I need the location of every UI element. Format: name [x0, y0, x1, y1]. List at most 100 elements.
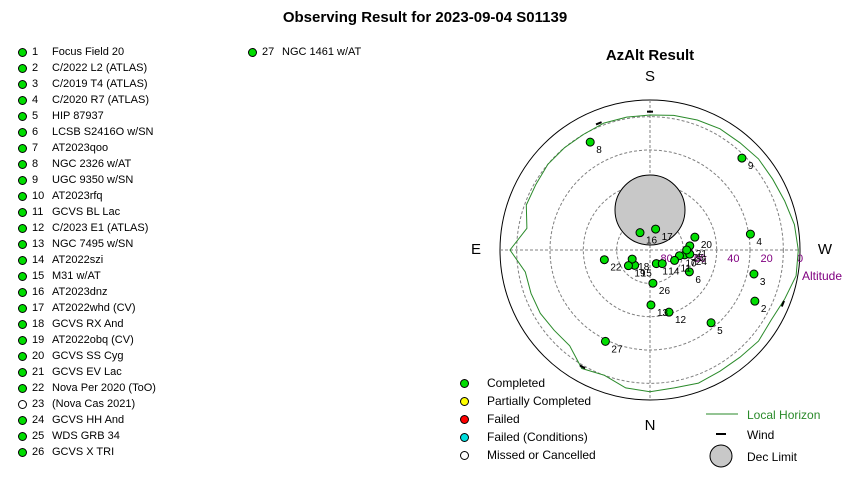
target-number: 1: [32, 46, 39, 58]
target-point: [657, 259, 667, 269]
altitude-tick-label: 0: [797, 253, 803, 265]
target-name: GCVS EV Lac: [52, 366, 122, 378]
wind-marker: [780, 300, 785, 307]
target-name: C/2019 T4 (ATLAS): [52, 78, 148, 90]
compass-east: E: [471, 241, 481, 258]
status-dot: [18, 272, 27, 281]
target-name: (Nova Cas 2021): [52, 398, 136, 410]
wind-marker: [595, 121, 602, 126]
chart-labels: S N E W Altitude: [471, 68, 842, 434]
target-number: 9: [32, 174, 39, 186]
target-number: 21: [32, 366, 45, 378]
status-dot: [18, 48, 27, 57]
target-number: 18: [32, 318, 45, 330]
local-horizon-line: [509, 114, 799, 393]
target-number: 17: [32, 302, 45, 314]
legend-dec-limit-label: Dec Limit: [747, 450, 798, 464]
status-dot: [18, 208, 27, 217]
target-name: C/2020 R7 (ATLAS): [52, 94, 150, 106]
status-dot: [18, 176, 27, 185]
target-point: [627, 254, 637, 264]
compass-south: S: [645, 68, 655, 85]
target-name: UGC 9350 w/SN: [52, 174, 134, 186]
target-point-label: 24: [696, 257, 708, 268]
target-point: [623, 261, 633, 271]
status-dot: [18, 80, 27, 89]
target-number: 14: [32, 254, 45, 266]
target-number: 5: [32, 110, 39, 122]
target-point-label: 26: [659, 286, 671, 297]
target-number: 10: [32, 190, 45, 202]
target-point-label: 17: [662, 232, 674, 243]
status-dot: [18, 128, 27, 137]
target-point: [670, 255, 680, 265]
target-point-label: 8: [596, 145, 602, 156]
target-name: GCVS RX And: [52, 318, 124, 330]
chart-title: AzAlt Result: [606, 47, 694, 64]
legend-horizon-label: Local Horizon: [747, 408, 820, 422]
target-point: [646, 300, 656, 310]
altitude-tick-label: 60: [694, 253, 706, 265]
target-point-label: 9: [748, 161, 754, 172]
target-name: AT2023rfq: [52, 190, 103, 202]
target-name: NGC 7495 w/SN: [52, 238, 134, 250]
status-dot: [18, 368, 27, 377]
legend-wind-label: Wind: [747, 428, 774, 442]
legend-dec-limit-circle: [709, 444, 733, 468]
local-horizon-path: [509, 114, 799, 393]
target-number: 7: [32, 142, 39, 154]
target-number: 2: [32, 62, 39, 74]
legend-dot: [460, 451, 469, 460]
status-dot: [18, 336, 27, 345]
target-number: 19: [32, 334, 45, 346]
target-point-label: 15: [641, 268, 653, 279]
target-name: AT2022szi: [52, 254, 104, 266]
target-point-label: 10: [685, 259, 697, 270]
legend-dot: [460, 397, 469, 406]
target-number: 22: [32, 382, 45, 394]
altitude-tick-label: 20: [761, 253, 773, 265]
target-name: Focus Field 20: [52, 46, 125, 58]
legend-label: Failed: [487, 412, 520, 426]
status-dot: [18, 256, 27, 265]
status-dot: [18, 288, 27, 297]
target-name: C/2023 E1 (ATLAS): [52, 222, 149, 234]
target-name: AT2022whd (CV): [52, 302, 136, 314]
target-point: [635, 228, 645, 238]
target-number: 13: [32, 238, 45, 250]
dec-limit-circle: [614, 174, 686, 246]
target-number: 3: [32, 78, 39, 90]
altitude-axis-label: Altitude: [802, 269, 842, 283]
target-point-label: 27: [611, 344, 623, 355]
target-point-label: 20: [701, 240, 713, 251]
target-name: AT2022obq (CV): [52, 334, 134, 346]
status-dot: [18, 224, 27, 233]
target-number: 8: [32, 158, 39, 170]
status-dot: [248, 48, 257, 57]
target-number: 27: [262, 46, 275, 58]
target-point: [585, 137, 595, 147]
target-point-label: 11: [681, 263, 692, 274]
target-point-label: 19: [634, 269, 646, 280]
target-number: 25: [32, 430, 45, 442]
target-point-label: 18: [638, 262, 650, 273]
target-point: [690, 232, 700, 242]
target-point: [737, 153, 747, 163]
status-dot: [18, 96, 27, 105]
target-point: [600, 336, 610, 346]
target-point: [651, 224, 661, 234]
target-name: C/2022 L2 (ATLAS): [52, 62, 148, 74]
status-dot: [18, 192, 27, 201]
status-dot: [18, 112, 27, 121]
target-name: NGC 1461 w/AT: [282, 46, 362, 58]
altitude-tick-label: 40: [727, 253, 739, 265]
target-point: [749, 269, 759, 279]
status-dot: [18, 240, 27, 249]
target-name: LCSB S2416O w/SN: [52, 126, 154, 138]
target-number: 23: [32, 398, 45, 410]
target-number: 24: [32, 414, 45, 426]
target-point-label: 21: [696, 249, 708, 260]
target-point: [745, 229, 755, 239]
target-point-label: 12: [675, 315, 687, 326]
